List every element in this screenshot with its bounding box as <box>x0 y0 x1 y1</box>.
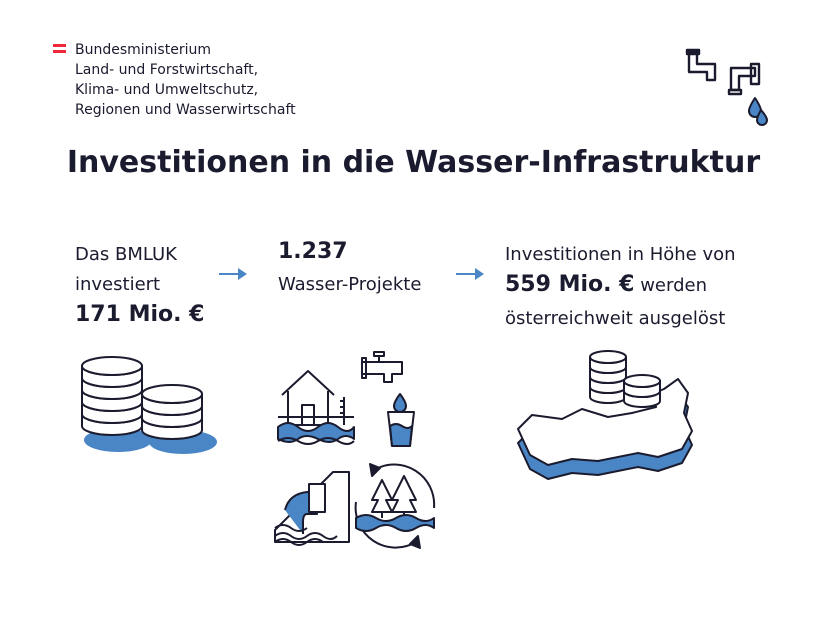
arrow-right-icon <box>219 268 247 280</box>
faucet-pipes-icon <box>685 48 768 126</box>
wastewater-pipe-icon <box>274 471 350 546</box>
col3-line3: österreichweit ausgelöst <box>505 308 726 329</box>
col1-line1: Das BMLUK <box>75 244 177 265</box>
col3-line2-rest: werden <box>634 275 707 296</box>
col2-label: Wasser-Projekte <box>278 274 422 295</box>
forest-water-cycle-icon <box>354 463 436 549</box>
col3-line1: Investitionen in Höhe von <box>505 244 736 265</box>
ministry-line: Bundesministerium <box>75 42 211 58</box>
ministry-line: Regionen und Wasserwirtschaft <box>75 102 296 118</box>
ministry-name: Bundesministerium Land- und Forstwirtsch… <box>75 40 296 120</box>
flood-house-icon <box>277 370 355 445</box>
col3-amount: 559 Mio. € <box>505 272 635 297</box>
austria-flag-icon <box>53 44 66 53</box>
col3-line2: 559 Mio. € werden <box>505 271 707 300</box>
page-title: Investitionen in die Wasser-Infrastruktu… <box>66 145 761 180</box>
col1-line2: investiert <box>75 274 161 295</box>
tap-water-glass-icon <box>361 351 415 447</box>
coin-stack-icon <box>81 356 217 454</box>
ministry-line: Klima- und Umweltschutz, <box>75 82 259 98</box>
col1-amount: 171 Mio. € <box>75 302 205 327</box>
arrow-right-icon <box>456 268 484 280</box>
ministry-line: Land- und Forstwirtschaft, <box>75 62 259 78</box>
austria-map-icon <box>517 350 693 480</box>
col2-count: 1.237 <box>278 239 348 264</box>
